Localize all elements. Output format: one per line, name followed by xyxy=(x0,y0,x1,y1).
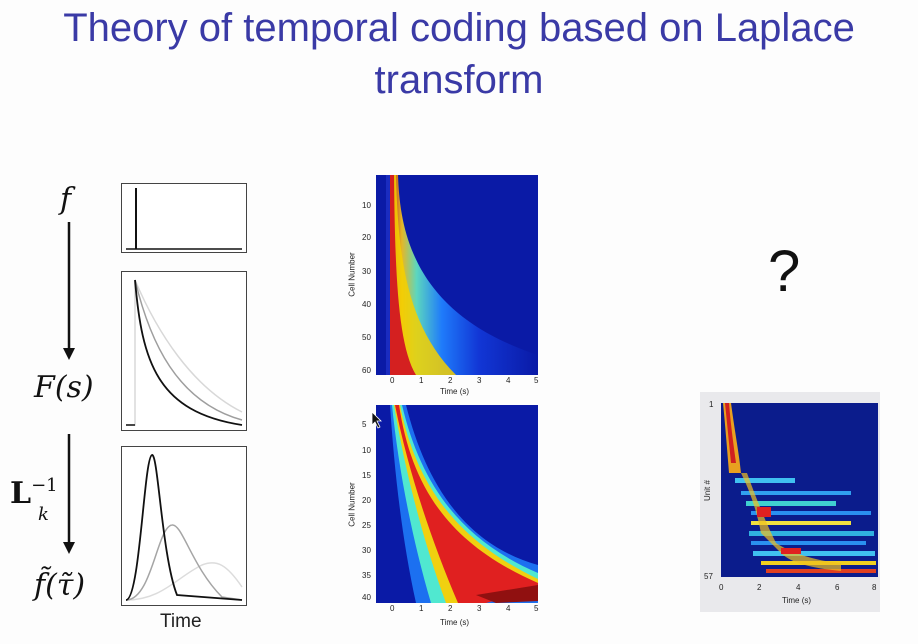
time-axis-label: Time xyxy=(160,611,202,632)
ytick: 15 xyxy=(362,471,371,480)
ytick: 10 xyxy=(362,446,371,455)
symbol-F-s: F(s) xyxy=(34,370,94,405)
xtick: 1 xyxy=(419,376,424,385)
heatmap-bottom-ylabel: Cell Number xyxy=(347,482,357,527)
xtick: 0 xyxy=(719,583,724,592)
title-line-1: Theory of temporal coding based on Lapla… xyxy=(63,6,855,50)
inverse-panel xyxy=(121,446,247,606)
xtick: 2 xyxy=(448,604,453,613)
ytick: 10 xyxy=(362,201,371,210)
ytick: 50 xyxy=(362,333,371,342)
mouse-cursor-icon xyxy=(371,411,382,429)
xtick: 6 xyxy=(835,583,840,592)
data-heatmap-ylabel: Unit # xyxy=(702,480,712,501)
xtick: 0 xyxy=(390,376,395,385)
xtick: 3 xyxy=(477,376,482,385)
symbol-f-tilde: f̃(τ̃) xyxy=(34,568,86,603)
ytick: 20 xyxy=(362,233,371,242)
impulse-panel xyxy=(121,183,247,253)
heatmap-bottom-image xyxy=(376,405,538,603)
ytick: 57 xyxy=(704,572,713,581)
xtick: 0 xyxy=(390,604,395,613)
heatmap-top-image xyxy=(376,175,538,375)
ytick: 1 xyxy=(709,400,714,409)
xtick: 3 xyxy=(477,604,482,613)
data-heatmap-image xyxy=(721,403,878,577)
xtick: 4 xyxy=(506,376,511,385)
xtick: 4 xyxy=(796,583,801,592)
xtick: 4 xyxy=(506,604,511,613)
ytick: 5 xyxy=(362,420,367,429)
ytick: 30 xyxy=(362,267,371,276)
title-line-2: transform xyxy=(374,58,544,102)
xtick: 5 xyxy=(534,604,539,613)
ytick: 40 xyxy=(362,593,371,602)
laplace-panel xyxy=(121,271,247,431)
symbol-inverse-laplace: L−1 k xyxy=(10,475,58,525)
slide-title: Theory of temporal coding based on Lapla… xyxy=(0,2,918,106)
question-mark: ? xyxy=(768,239,801,304)
ytick: 60 xyxy=(362,366,371,375)
xtick: 8 xyxy=(872,583,877,592)
ytick: 35 xyxy=(362,571,371,580)
heatmap-top-ylabel: Cell Number xyxy=(347,252,357,297)
arrows xyxy=(63,222,75,554)
ytick: 20 xyxy=(362,496,371,505)
ytick: 25 xyxy=(362,521,371,530)
xtick: 2 xyxy=(757,583,762,592)
ytick: 30 xyxy=(362,546,371,555)
xtick: 5 xyxy=(534,376,539,385)
xtick: 2 xyxy=(448,376,453,385)
xtick: 1 xyxy=(419,604,424,613)
symbol-f: f xyxy=(60,182,72,217)
ytick: 40 xyxy=(362,300,371,309)
heatmap-top-xlabel: Time (s) xyxy=(440,387,470,396)
data-heatmap-xlabel: Time (s) xyxy=(782,596,812,605)
laplace-plot xyxy=(126,279,243,426)
inverse-plot xyxy=(125,454,243,601)
heatmap-bottom-xlabel: Time (s) xyxy=(440,618,470,627)
impulse-plot xyxy=(126,188,242,250)
